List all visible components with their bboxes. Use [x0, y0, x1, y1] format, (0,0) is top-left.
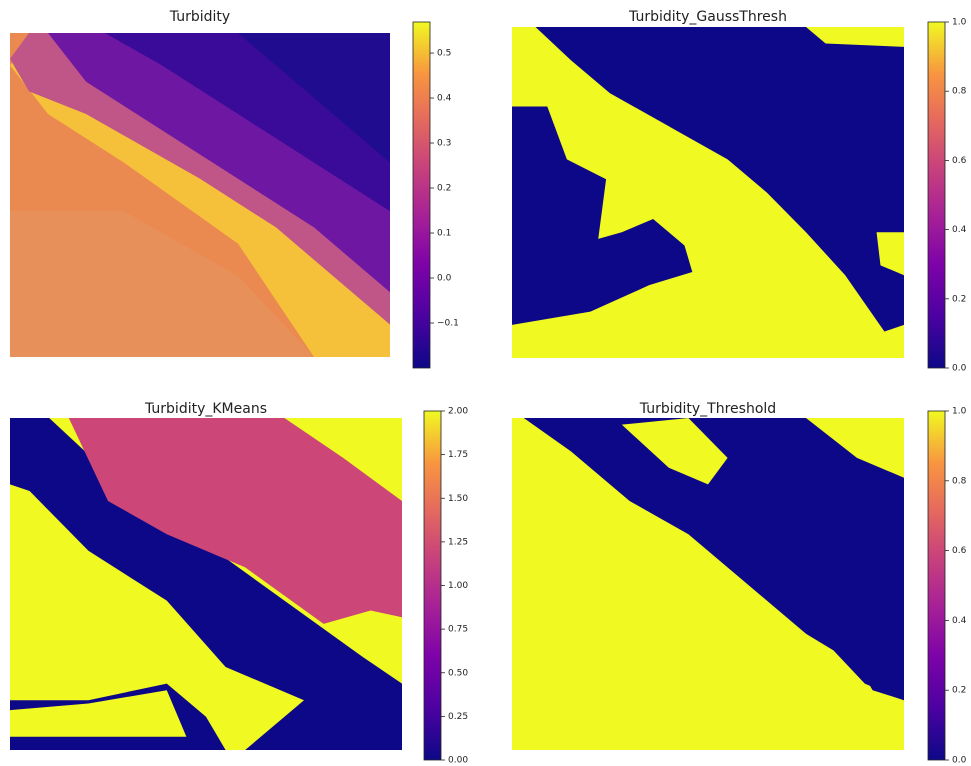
- colorbar-tick-label: 0.8: [952, 476, 967, 486]
- colorbar-tick-label: 0.1: [437, 229, 451, 239]
- colorbar-tick-label: 0.2: [952, 294, 966, 304]
- chart-title: Turbidity_Threshold: [639, 401, 776, 417]
- colorbar-tick-label: 0.4: [952, 225, 967, 235]
- colorbar-tick-label: 0.0: [952, 364, 967, 374]
- heatmap-image: [10, 33, 390, 357]
- colorbar-tick-label: 1.25: [448, 537, 468, 547]
- colorbar: [927, 410, 946, 761]
- colorbar-tick-label: 0.3: [437, 139, 451, 149]
- colorbar-tick-label: 1.0: [952, 407, 967, 417]
- colorbar-tick-label: 0.6: [952, 156, 967, 166]
- colorbar-tick-label: 0.50: [448, 668, 468, 678]
- colorbar-tick-label: 0.8: [952, 87, 967, 97]
- colorbar-tick-label: 0.2: [437, 184, 451, 194]
- heatmap-image: [512, 27, 904, 358]
- colorbar-tick-label: 1.0: [952, 18, 967, 28]
- colorbar-tick-label: −0.1: [437, 319, 459, 329]
- heatmap-image: [512, 418, 904, 750]
- colorbar-tick-label: 0.4: [952, 616, 967, 626]
- colorbar: [412, 21, 431, 369]
- colorbar-tick-label: 0.4: [437, 94, 452, 104]
- chart-title: Turbidity_KMeans: [144, 401, 267, 417]
- colorbar-tick-label: 0.2: [952, 686, 966, 696]
- colorbar-tick-label: 0.0: [952, 756, 967, 766]
- chart-title: Turbidity_GaussThresh: [628, 9, 787, 25]
- colorbar-tick-label: 2.00: [448, 407, 468, 417]
- colorbar-tick-label: 0.5: [437, 49, 451, 59]
- colorbar-tick-label: 0.25: [448, 712, 468, 722]
- colorbar-tick-label: 0.75: [448, 625, 468, 635]
- colorbar-tick-label: 0.00: [448, 756, 468, 766]
- colorbar-tick-label: 0.0: [437, 274, 452, 284]
- chart-title: Turbidity: [169, 9, 230, 25]
- colorbar-tick-label: 0.6: [952, 546, 967, 556]
- heatmap-image: [10, 418, 402, 750]
- colorbar-tick-label: 1.00: [448, 581, 468, 591]
- colorbar: [927, 21, 946, 369]
- colorbar-tick-label: 1.50: [448, 494, 468, 504]
- colorbar: [423, 410, 442, 761]
- colorbar-tick-label: 1.75: [448, 450, 468, 460]
